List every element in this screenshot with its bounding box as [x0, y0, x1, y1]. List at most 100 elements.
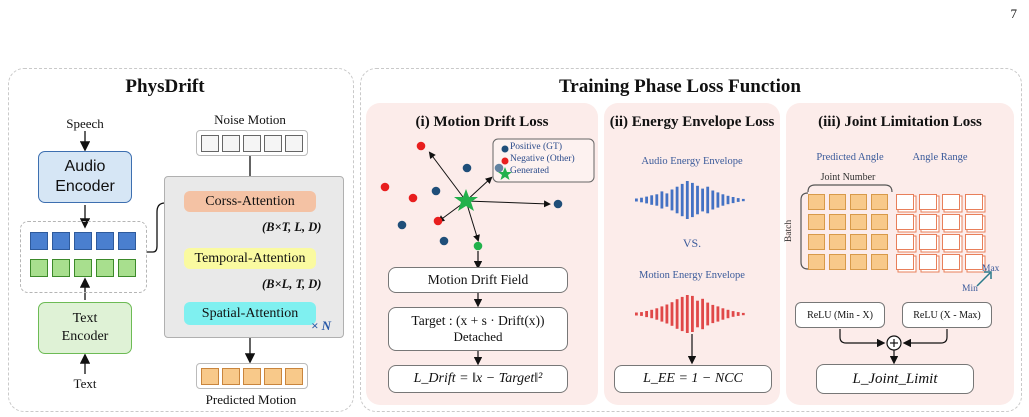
energy-title: (ii) Energy Envelope Loss	[609, 114, 775, 130]
feature-strip-container	[20, 221, 147, 293]
wave-bar	[650, 309, 654, 319]
physdrift-panel	[8, 68, 354, 412]
wave-bar	[721, 308, 725, 320]
generated-star	[454, 189, 478, 211]
text-feature-strip	[30, 259, 140, 277]
spatial-attention-label: Spatial-Attention	[201, 305, 299, 321]
motion-envelope-wave	[635, 295, 745, 333]
wave-bar	[665, 304, 669, 324]
legend-generated: Generated	[510, 166, 550, 176]
positive-point	[439, 236, 449, 246]
predicted-angle-cell	[850, 254, 867, 270]
noise-motion-label: Noise Motion	[214, 112, 286, 127]
predicted-angle-cell	[871, 234, 888, 250]
wave-bar	[665, 193, 669, 207]
predicted-angle-cell	[829, 254, 846, 270]
motion-drift-field-box: Motion Drift Field	[388, 267, 568, 293]
audio-envelope-label: Audio Energy Envelope	[641, 156, 743, 167]
relu-min-label: ReLU (Min - X)	[807, 309, 873, 321]
angle-range-cell	[942, 234, 960, 250]
angle-range-label: Angle Range	[912, 152, 968, 163]
wave-bar	[660, 191, 664, 209]
drift-loss-formula: L_Drift = ‖x − Target‖²	[413, 371, 543, 386]
energy-loss-box: L_EE = 1 − NCC	[614, 365, 772, 393]
angle-range-cell	[965, 254, 983, 270]
wave-bar	[660, 306, 664, 322]
wave-bar	[701, 298, 704, 330]
joint-loss-box: L_Joint_Limit	[816, 364, 974, 394]
negative-point	[408, 193, 418, 203]
wave-bar	[741, 312, 745, 316]
angle-range-grid	[896, 194, 988, 272]
drift-target-line2: Detached	[453, 329, 503, 344]
predicted-angle-cell	[808, 214, 825, 230]
dim-label-1: (B×T, L, D)	[262, 220, 322, 234]
angle-range-cell	[919, 194, 937, 210]
wave-bar	[711, 304, 715, 324]
legend-positive: Positive (GT)	[510, 142, 562, 152]
predicted-angle-cell	[850, 234, 867, 250]
wave-bar	[680, 296, 684, 332]
predicted-angle-cell	[808, 194, 825, 210]
wave-bar	[736, 312, 740, 316]
wave-bar	[721, 194, 725, 206]
negative-point	[380, 182, 390, 192]
wave-bar	[685, 181, 689, 219]
angle-range-cell	[919, 234, 937, 250]
predicted-angle-grid	[808, 194, 892, 272]
predicted-angle-cell	[850, 214, 867, 230]
training-title: Training Phase Loss Function	[559, 76, 801, 97]
drift-target-line1: Target : (x + s · Drift(x))	[411, 313, 545, 328]
drift-scatter	[380, 138, 595, 270]
angle-range-cell	[919, 214, 937, 230]
wave-bar	[640, 312, 643, 316]
wave-bar	[716, 306, 720, 322]
wave-bar	[675, 299, 679, 329]
angle-range-cell	[965, 194, 983, 210]
positive-point	[431, 186, 441, 196]
angle-range-cell	[896, 194, 914, 210]
predicted-angle-cell	[808, 234, 825, 250]
wave-bar	[655, 308, 659, 320]
relu-max-label: ReLU (X - Max)	[913, 309, 981, 321]
predicted-angle-cell	[829, 234, 846, 250]
angle-range-cell	[965, 234, 983, 250]
wave-bar	[635, 198, 638, 202]
noise-motion-tokens	[196, 130, 308, 156]
legend-negative: Negative (Other)	[510, 154, 575, 164]
wave-bar	[706, 302, 710, 326]
batch-label: Batch	[784, 219, 795, 243]
joint-title: (iii) Joint Limitation Loss	[818, 114, 982, 130]
predicted-angle-cell	[808, 254, 825, 270]
predicted-motion-label: Predicted Motion	[205, 392, 297, 407]
motion-drift-title: (i) Motion Drift Loss	[415, 114, 549, 130]
batch-bracket	[800, 192, 809, 270]
positive-point	[494, 163, 504, 173]
temporal-attention-label: Temporal-Attention	[194, 250, 306, 266]
predicted-angle-cell	[871, 194, 888, 210]
angle-range-cell	[965, 214, 983, 230]
predicted-angle-cell	[871, 214, 888, 230]
joint-merge-arrows	[839, 329, 948, 365]
angle-range-cell	[942, 194, 960, 210]
wave-bar	[680, 183, 684, 217]
min-label: Min	[962, 284, 978, 294]
temporal-attention-box: Temporal-Attention	[184, 248, 316, 269]
wave-bar	[645, 196, 648, 204]
angle-range-cell	[896, 214, 914, 230]
audio-envelope-wave	[635, 181, 745, 219]
wave-bar	[670, 302, 674, 326]
wave-bar	[635, 312, 638, 316]
spatial-attention-box: Spatial-Attention	[184, 302, 316, 325]
wave-bar	[696, 300, 699, 328]
energy-loss-formula: L_EE = 1 − NCC	[643, 371, 743, 386]
wave-bar	[640, 197, 643, 203]
negative-point	[416, 141, 426, 151]
wave-bar	[736, 198, 740, 202]
physdrift-title: PhysDrift	[125, 76, 205, 97]
positive-point	[462, 163, 472, 173]
wave-bar	[741, 198, 745, 202]
wave-bar	[655, 194, 659, 206]
wave-bar	[691, 182, 694, 218]
vs-label: VS.	[682, 236, 702, 250]
